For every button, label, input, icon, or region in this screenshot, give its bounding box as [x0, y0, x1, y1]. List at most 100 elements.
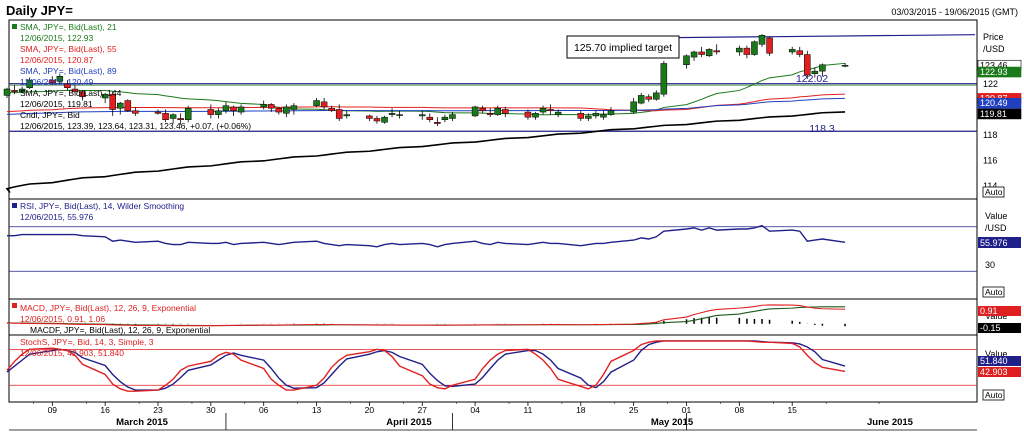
price-auto-button[interactable] [982, 186, 1005, 198]
candle-body [132, 110, 139, 114]
rsi-legend: RSI, JPY=, Bid(Last), 14, Wilder Smoothi… [20, 201, 184, 211]
x-day-label: 08 [735, 405, 745, 415]
candle-body [184, 107, 192, 120]
candle-body [320, 101, 328, 108]
price-legend: SMA, JPY=, Bid(Last), 21 12/06/2015, 122… [12, 22, 251, 131]
candle-body [698, 51, 705, 55]
candle-body [592, 113, 600, 117]
price-tag [977, 108, 1022, 120]
stoch-axis-title: Value [985, 349, 1007, 359]
month-label: June 2015 [867, 417, 914, 428]
stoch-k-tag [978, 356, 1021, 366]
candle-body [804, 54, 811, 76]
price-tag-text: 122.93 [980, 67, 1008, 77]
candle-body [441, 116, 449, 120]
candle-body [547, 109, 554, 112]
level-label-122: 122.02 [796, 73, 828, 85]
candle-body [26, 79, 33, 89]
candle-body [758, 35, 766, 45]
candle-body [637, 95, 645, 104]
candle-body [653, 92, 660, 100]
x-axis: 09 16 23 30 06 13 20 27 04 11 18 25 01 08 15 March 2015… [33, 402, 914, 430]
candle-body [766, 37, 773, 54]
macd-value-tag-text: 0.91 [980, 306, 998, 316]
price-tick: 118 [983, 130, 997, 140]
stoch-d-tag-text: 42.903 [980, 367, 1008, 377]
rsi-value-tag [978, 237, 1021, 248]
candle-body [177, 118, 184, 120]
candle-body [11, 90, 18, 92]
sma55-line [6, 93, 846, 113]
candle-body [290, 105, 298, 110]
stoch-k-tag-text: 51.840 [980, 356, 1008, 366]
level-label-118: 118.3 [809, 123, 835, 135]
price-tag [977, 97, 1022, 109]
candle-body [645, 96, 652, 100]
stoch-auto-button[interactable] [982, 389, 1005, 401]
candle-body [607, 110, 615, 115]
macd-legend: MACD, JPY=, Bid(Last), 12, 26, 9, Expone… [20, 303, 196, 313]
candle-body [630, 101, 637, 113]
candle-body [743, 47, 751, 55]
price-tick: 116 [983, 156, 997, 166]
x-day-label: 18 [576, 405, 586, 415]
candle-body [434, 122, 441, 124]
price-tag [977, 66, 1022, 78]
candle-body [502, 109, 509, 114]
candle-body [373, 118, 381, 122]
candle-body [268, 104, 275, 109]
x-day-label: 23 [153, 405, 163, 415]
rsi-value-tag-text: 55.976 [980, 238, 1008, 248]
candle-body [419, 114, 426, 117]
candle-body [124, 100, 132, 112]
stoch-d-tag [978, 367, 1021, 377]
price-tag-text: 120.49 [980, 98, 1008, 108]
candle-body [426, 116, 434, 120]
legend-candle-value: 12/06/2015, 123.39, 123.64, 123.31, 123.… [20, 121, 251, 131]
legend-sma55: SMA, JPY=, Bid(Last), 55 [20, 44, 117, 54]
candle-body [328, 107, 335, 112]
candle-body [819, 64, 826, 72]
stoch-series-layer [6, 340, 977, 392]
price-panel-frame [8, 19, 978, 200]
candle-body [532, 113, 539, 118]
stoch-k-line [6, 340, 846, 392]
candle-body [222, 105, 230, 112]
legend-sma89: SMA, JPY=, Bid(Last), 89 [20, 66, 117, 76]
price-axis-unit: /USD [983, 44, 1005, 54]
legend-sma144-value: 12/06/2015, 119.81 [20, 99, 93, 109]
rsi-auto-button[interactable] [982, 286, 1005, 298]
price-axis-title: Price [983, 32, 1004, 42]
candle-body [705, 49, 713, 57]
x-day-label: 30 [206, 405, 216, 415]
candle-body [381, 116, 388, 123]
candle-body [207, 109, 215, 115]
candle-body [56, 76, 64, 82]
candle-body [366, 115, 373, 119]
x-day-label: 25 [629, 405, 639, 415]
x-day-label: 27 [418, 405, 428, 415]
sma144-line [5, 111, 846, 194]
x-day-label: 16 [100, 405, 110, 415]
candle-body [713, 50, 720, 53]
x-day-label: 20 [365, 405, 375, 415]
macdf-value-tag [978, 323, 1021, 333]
legend-sma21-value: 12/06/2015, 122.93 [20, 33, 94, 43]
rsi-auto-label: Auto [985, 287, 1003, 297]
candle-body [343, 114, 350, 117]
price-tag-text: 119.81 [980, 109, 1007, 119]
candle-body [479, 107, 486, 112]
price-tag-text: 123.46 [980, 60, 1008, 70]
chart-title: Daily JPY= [6, 3, 73, 18]
candle-body [486, 113, 494, 115]
candle-body [283, 106, 290, 114]
candle-body [230, 106, 237, 112]
sma21-line [6, 62, 846, 116]
candle-body [154, 111, 162, 114]
candle-body [313, 100, 320, 106]
candle-body [585, 115, 592, 119]
candle-body [660, 63, 668, 95]
